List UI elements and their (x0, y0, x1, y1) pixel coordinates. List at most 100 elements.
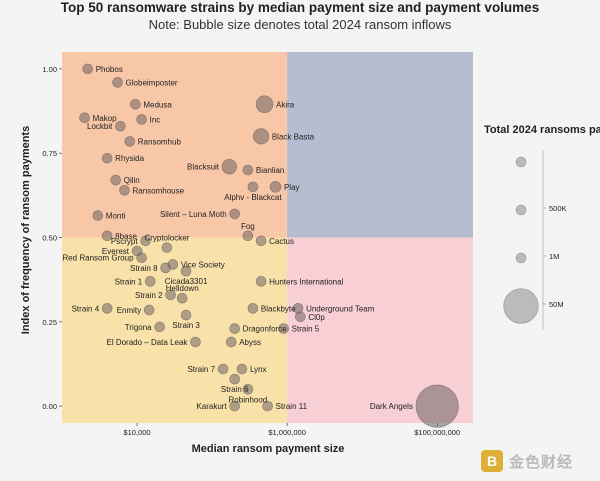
bubble-strain-3 (180, 309, 192, 321)
bubble-label-enmity: Enmity (117, 306, 141, 315)
bubble-label-strain-8: Strain 8 (130, 264, 158, 273)
legend-bubble (503, 288, 539, 324)
bubble-label-pscrypt: Pscrypt (111, 237, 138, 246)
bubble-label-monti: Monti (106, 212, 126, 221)
bubble-underground-team (292, 303, 304, 314)
bubble-dark-angels (415, 384, 459, 428)
bubble-blackbyte (247, 303, 259, 314)
bubble-label-strain-5: Strain 5 (292, 325, 320, 334)
bubble-strain-7 (217, 363, 229, 375)
bubble-label-lockbit: Lockbit (87, 122, 113, 131)
bubble-label-strain-11: Strain 11 (276, 402, 308, 411)
bubble-label-el-dorado-data-leak: El Dorado – Data Leak (106, 338, 188, 347)
bubble-cicada3301 (180, 265, 192, 277)
bubble-strain-4 (101, 303, 113, 314)
watermark-text: 金色财经 (509, 453, 574, 471)
y-axis-label: Index of frequency of ransom payments (20, 125, 32, 335)
bubble-hunters-international (255, 276, 267, 287)
bubble-label-qilin: Qilin (124, 176, 140, 185)
bubble-label-cactus: Cactus (269, 237, 294, 246)
bubble-inc (136, 114, 147, 125)
bubble-pscrypt (140, 235, 151, 247)
bubble-label-vice-society: Vice Society (181, 260, 225, 269)
bubble-label-phobos: Phobos (96, 65, 123, 74)
bubble-label-robinhood: Robinhood (229, 395, 268, 404)
bubble-label-dark-angels: Dark Angels (370, 402, 413, 411)
bubble-label-8base: 8base (115, 232, 137, 241)
bubble-label-trigona: Trigona (125, 323, 152, 332)
bubble-label-strain-2: Strain 2 (135, 291, 163, 300)
quadrant-top-right (287, 52, 473, 238)
bubble-label-underground-team: Underground Team (306, 304, 375, 313)
legend-label: 50M (549, 300, 564, 309)
bubble-label-ransomhouse: Ransomhouse (132, 186, 184, 195)
bubble-label-strain-7: Strain 7 (187, 365, 215, 374)
bubble-label-inc: Inc (150, 115, 161, 124)
bubble-ransomhub (124, 136, 136, 147)
chart-subtitle: Note: Bubble size denotes total 2024 ran… (148, 17, 452, 32)
bubble-monti (92, 210, 104, 221)
quadrant-top-left (62, 52, 288, 238)
x-tick-label: $10,000 (123, 428, 150, 437)
bubble-karakurt (229, 400, 240, 412)
bubble-label-red-ransom-group: Red Ransom Group (62, 254, 134, 263)
bubble-label-strain-1: Strain 1 (115, 277, 143, 286)
bubble-label-strain-3: Strain 3 (172, 321, 200, 330)
watermark-logo: B 金色财经 (481, 448, 597, 474)
bubble-label-alphv-blackcat: Alphv - Blackcat (224, 193, 282, 202)
bubble-label-makop: Makop (93, 114, 118, 123)
y-tick-label: 1.00 (42, 65, 57, 74)
bubble-dragonforce (229, 323, 240, 334)
bubble-label-karakurt: Karakurt (196, 402, 227, 411)
bubble-label-silent-luna-moth: Silent – Luna Moth (160, 210, 227, 219)
bubble-blacksuit (221, 159, 238, 175)
chart-title: Top 50 ransomware strains by median paym… (60, 0, 540, 15)
bubble-lynx (236, 363, 248, 375)
bubble-label-cl0p: Cl0p (308, 313, 325, 322)
bubble-strain-1 (144, 276, 156, 287)
bubble-bianlian (242, 164, 254, 176)
y-tick-label: 0.50 (42, 234, 57, 243)
bubble-cryptolocker (161, 242, 173, 253)
watermark-logo-icon: B (481, 450, 503, 472)
bubble-trigona (154, 321, 165, 333)
bubble-label-ransomhub: Ransomhub (138, 137, 182, 146)
bubble-label-dragonforce: Dragonforce (243, 325, 288, 334)
bubble-medusa (130, 98, 141, 110)
bubble-rhysida (101, 152, 113, 164)
bubble-strain-8 (160, 262, 171, 274)
bubble-strain-2 (165, 289, 176, 301)
x-tick-label: $1,000,000 (268, 428, 306, 437)
legend-bubble (515, 252, 527, 264)
bubble-label-bianlian: Bianlian (256, 166, 284, 175)
bubble-cactus (255, 235, 267, 247)
bubble-8base (101, 230, 113, 242)
bubble-label-cryptolocker: Cryptolocker (144, 234, 189, 243)
bubble-strain-5 (278, 323, 289, 334)
bubble-qilin (110, 174, 122, 186)
bubble-fog (242, 230, 254, 242)
bubble-label-hunters-international: Hunters International (269, 277, 343, 286)
legend-bubble (515, 156, 527, 168)
x-tick-label: $100,000,000 (414, 428, 460, 437)
bubble-lockbit (115, 120, 126, 132)
bubble-alphv-blackcat (247, 181, 259, 193)
bubble-label-black-basta: Black Basta (272, 132, 315, 141)
bubble-enmity (143, 304, 155, 316)
bubble-label-blacksuit: Blacksuit (187, 163, 220, 172)
bubble-label-everest: Everest (102, 247, 130, 256)
bubble-strain-6 (229, 373, 240, 385)
legend-label: 500K (549, 204, 567, 213)
bubble-akira (255, 95, 274, 114)
bubble-label-strain-6: Strain 6 (221, 385, 249, 394)
bubble-label-strain-4: Strain 4 (72, 304, 100, 313)
bubble-phobos (82, 63, 93, 75)
bubble-label-cicada3301: Cicada3301 (165, 277, 208, 286)
bubble-ransomhouse (119, 184, 130, 196)
bubble-label-medusa: Medusa (143, 100, 172, 109)
bubble-red-ransom-group (136, 252, 147, 264)
bubble-robinhood (242, 383, 254, 395)
bubble-strain-11 (262, 400, 273, 412)
legend-title: Total 2024 ransoms paid (484, 124, 600, 136)
